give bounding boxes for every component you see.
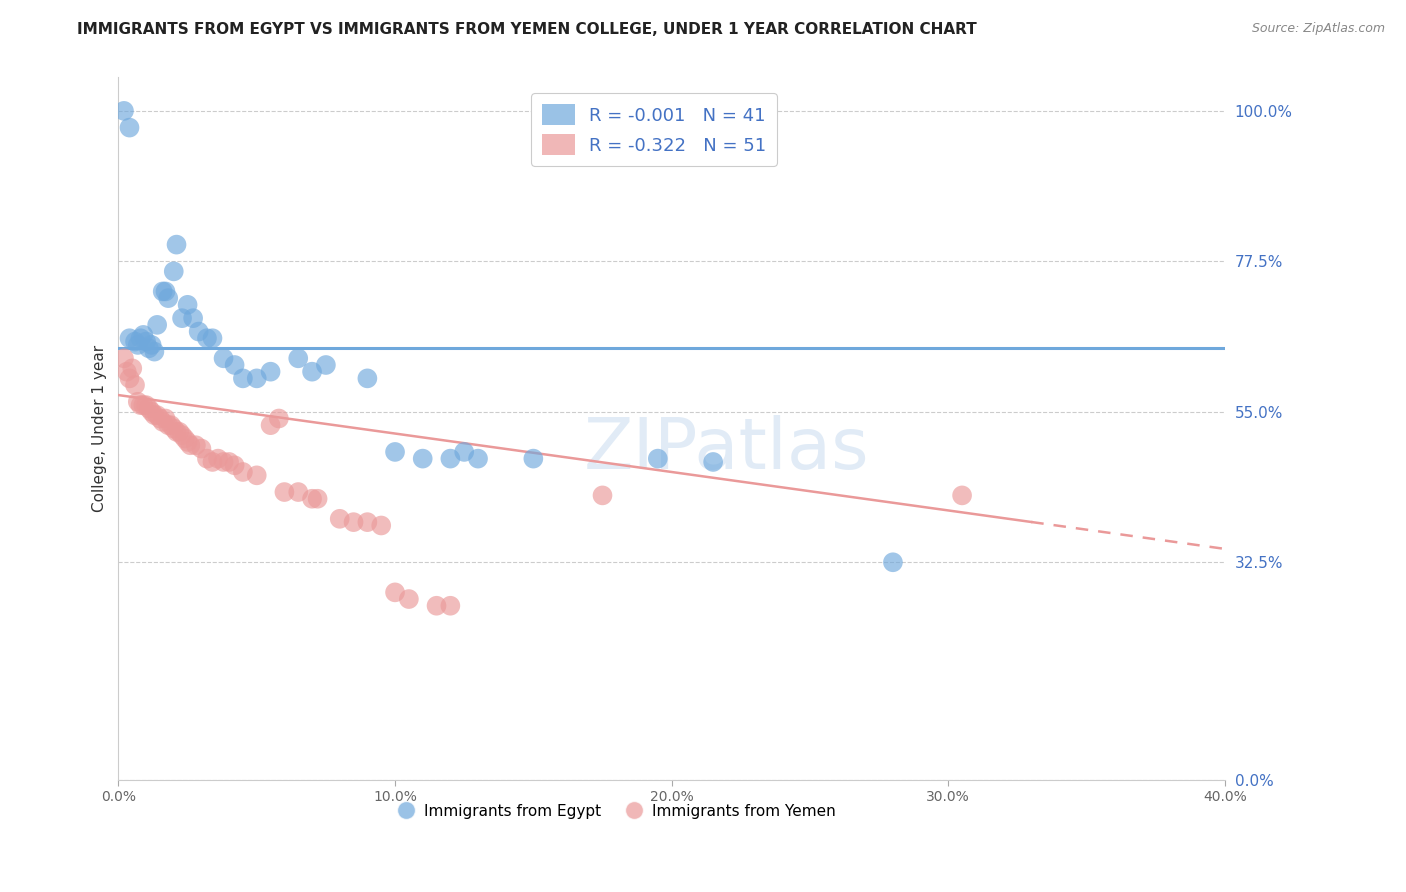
Point <box>112 103 135 118</box>
Point <box>195 331 218 345</box>
Point <box>176 298 198 312</box>
Point <box>201 331 224 345</box>
Point <box>453 445 475 459</box>
Point <box>143 408 166 422</box>
Point <box>135 334 157 349</box>
Point <box>207 451 229 466</box>
Point <box>370 518 392 533</box>
Point <box>149 411 172 425</box>
Point <box>287 485 309 500</box>
Point <box>118 120 141 135</box>
Point <box>950 488 973 502</box>
Point <box>118 331 141 345</box>
Point <box>212 455 235 469</box>
Point <box>425 599 447 613</box>
Point <box>356 371 378 385</box>
Point <box>155 285 177 299</box>
Text: ZIPatlas: ZIPatlas <box>583 415 870 484</box>
Point <box>246 468 269 483</box>
Point <box>195 451 218 466</box>
Point <box>439 451 461 466</box>
Point <box>224 458 246 473</box>
Point <box>127 338 149 352</box>
Point <box>121 361 143 376</box>
Point <box>384 445 406 459</box>
Point <box>702 455 724 469</box>
Point <box>169 425 191 439</box>
Point <box>141 338 163 352</box>
Point <box>146 318 169 332</box>
Point <box>190 442 212 456</box>
Text: Source: ZipAtlas.com: Source: ZipAtlas.com <box>1251 22 1385 36</box>
Point <box>124 334 146 349</box>
Point <box>398 592 420 607</box>
Point <box>155 411 177 425</box>
Point <box>259 418 281 433</box>
Point <box>439 599 461 613</box>
Point <box>173 432 195 446</box>
Point <box>115 365 138 379</box>
Point <box>181 311 204 326</box>
Point <box>152 285 174 299</box>
Point <box>143 344 166 359</box>
Point <box>166 237 188 252</box>
Point <box>315 358 337 372</box>
Point <box>141 405 163 419</box>
Point <box>356 515 378 529</box>
Point <box>467 451 489 466</box>
Point <box>301 365 323 379</box>
Point <box>882 555 904 569</box>
Point <box>135 398 157 412</box>
Point <box>184 438 207 452</box>
Point <box>412 451 434 466</box>
Point <box>163 264 186 278</box>
Point <box>157 291 180 305</box>
Point <box>287 351 309 366</box>
Point <box>152 415 174 429</box>
Point <box>301 491 323 506</box>
Point <box>129 398 152 412</box>
Point <box>166 425 188 439</box>
Point <box>307 491 329 506</box>
Point <box>124 378 146 392</box>
Point <box>176 434 198 449</box>
Point <box>138 401 160 416</box>
Text: IMMIGRANTS FROM EGYPT VS IMMIGRANTS FROM YEMEN COLLEGE, UNDER 1 YEAR CORRELATION: IMMIGRANTS FROM EGYPT VS IMMIGRANTS FROM… <box>77 22 977 37</box>
Point <box>647 451 669 466</box>
Point <box>118 371 141 385</box>
Point <box>342 515 364 529</box>
Point <box>170 428 193 442</box>
Point <box>224 358 246 372</box>
Point <box>218 455 240 469</box>
Point <box>157 418 180 433</box>
Point <box>522 451 544 466</box>
Point <box>592 488 614 502</box>
Point <box>267 411 290 425</box>
Point <box>187 325 209 339</box>
Point <box>232 371 254 385</box>
Point <box>129 331 152 345</box>
Point <box>246 371 269 385</box>
Point <box>112 351 135 366</box>
Point <box>259 365 281 379</box>
Point <box>127 394 149 409</box>
Legend: Immigrants from Egypt, Immigrants from Yemen: Immigrants from Egypt, Immigrants from Y… <box>391 797 842 824</box>
Point <box>160 418 183 433</box>
Point <box>201 455 224 469</box>
Y-axis label: College, Under 1 year: College, Under 1 year <box>93 345 107 512</box>
Point <box>232 465 254 479</box>
Point <box>163 421 186 435</box>
Point <box>384 585 406 599</box>
Point <box>146 408 169 422</box>
Point <box>132 327 155 342</box>
Point <box>138 341 160 355</box>
Point <box>212 351 235 366</box>
Point <box>273 485 295 500</box>
Point <box>170 311 193 326</box>
Point <box>329 512 352 526</box>
Point <box>179 438 201 452</box>
Point <box>132 398 155 412</box>
